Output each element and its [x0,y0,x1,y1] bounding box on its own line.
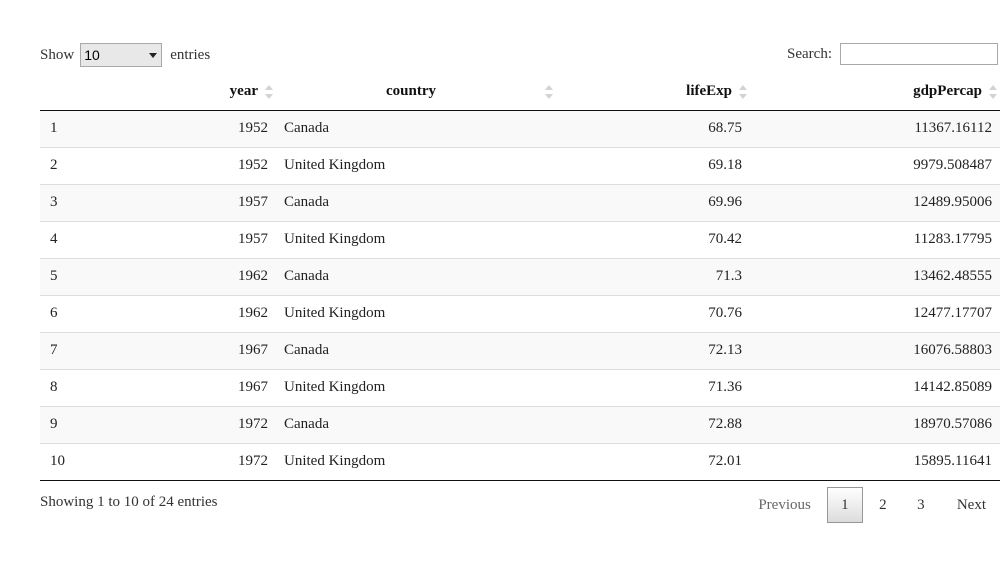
cell-country: Canada [276,183,556,221]
cell-gdppercap: 9979.508487 [750,146,1000,184]
search-input[interactable] [840,43,998,65]
cell-year: 1972 [40,405,276,443]
entries-per-page-value: 10 [84,47,100,63]
cell-country: United Kingdom [276,146,556,184]
header-lifeexp-label: lifeExp [686,83,732,100]
search-control: Search: [787,42,998,66]
search-label: Search: [787,45,832,62]
header-country-label: country [386,83,436,100]
cell-gdppercap: 13462.48555 [750,257,1000,295]
cell-gdppercap: 11367.16112 [750,110,1000,147]
cell-country: Canada [276,331,556,369]
table-row[interactable]: 8 1967 United Kingdom 71.36 14142.85089 [40,368,1000,406]
data-table: year country lifeExp gdpPercap 11952Cana… [40,74,1000,481]
table-footer: Showing 1 to 10 of 24 entries Previous 1… [40,486,1000,524]
cell-lifeexp: 71.36 [556,368,750,406]
header-gdppercap[interactable]: gdpPercap [750,74,1000,111]
cell-lifeexp: 69.96 [556,183,750,221]
table-info: Showing 1 to 10 of 24 entries [40,494,218,510]
cell-year: 1957 [40,183,276,221]
page-button-1[interactable]: 1 [826,487,863,523]
cell-year: 1952 [40,146,276,184]
chevron-down-icon [149,52,158,58]
cell-lifeexp: 71.3 [556,257,750,295]
cell-gdppercap: 18970.57086 [750,405,1000,443]
pagination: Previous 1 2 3 Next [742,486,1000,524]
table-row[interactable]: 2 1952 United Kingdom 69.18 9979.508487 [40,146,1000,184]
page-button-3[interactable]: 3 [917,496,925,513]
cell-lifeexp: 69.18 [556,146,750,184]
cell-gdppercap: 16076.58803 [750,331,1000,369]
page-button-2[interactable]: 2 [879,496,887,513]
cell-gdppercap: 12477.17707 [750,294,1000,332]
cell-country: United Kingdom [276,294,556,332]
entries-per-page-select[interactable]: 10 [80,43,163,67]
cell-gdppercap: 15895.11641 [750,442,1000,481]
header-lifeexp[interactable]: lifeExp [556,74,750,111]
cell-year: 1952 [40,110,276,147]
cell-lifeexp: 72.13 [556,331,750,369]
datatable-wrapper: Show 10 entries Search: year [40,42,1000,523]
table-row[interactable]: 6 1962 United Kingdom 70.76 12477.17707 [40,294,1000,332]
table-row[interactable]: 10 1972 United Kingdom 72.01 15895.11641 [40,442,1000,481]
cell-country: Canada [276,257,556,295]
header-gdppercap-label: gdpPercap [913,83,982,100]
header-year-label: year [229,83,258,100]
header-year[interactable]: year [40,74,276,111]
cell-lifeexp: 70.42 [556,220,750,258]
top-controls: Show 10 entries Search: [40,42,1000,68]
cell-lifeexp: 68.75 [556,110,750,147]
cell-lifeexp: 72.01 [556,442,750,481]
header-country[interactable]: country [276,74,556,111]
cell-gdppercap: 11283.17795 [750,220,1000,258]
cell-country: United Kingdom [276,220,556,258]
table-row[interactable]: 4 1957 United Kingdom 70.42 11283.17795 [40,220,1000,258]
cell-year: 1962 [40,257,276,295]
cell-year: 1967 [40,368,276,406]
sort-icon [738,84,748,99]
cell-country: United Kingdom [276,442,556,481]
cell-year: 1972 [40,442,276,481]
next-page-button[interactable]: Next [956,496,986,513]
previous-page-button[interactable]: Previous [758,496,811,513]
cell-year: 1957 [40,220,276,258]
length-suffix: entries [170,46,211,63]
cell-country: United Kingdom [276,368,556,406]
length-prefix: Show [40,46,75,63]
cell-country: Canada [276,405,556,443]
cell-lifeexp: 72.88 [556,405,750,443]
cell-year: 1962 [40,294,276,332]
cell-gdppercap: 12489.95006 [750,183,1000,221]
length-control: Show 10 entries [40,42,210,68]
table-header: year country lifeExp gdpPercap [40,74,1000,111]
sort-icon [264,84,274,99]
sort-icon [544,84,554,99]
cell-year: 1967 [40,331,276,369]
cell-gdppercap: 14142.85089 [750,368,1000,406]
sort-icon [988,84,998,99]
cell-country: Canada [276,110,556,147]
cell-lifeexp: 70.76 [556,294,750,332]
